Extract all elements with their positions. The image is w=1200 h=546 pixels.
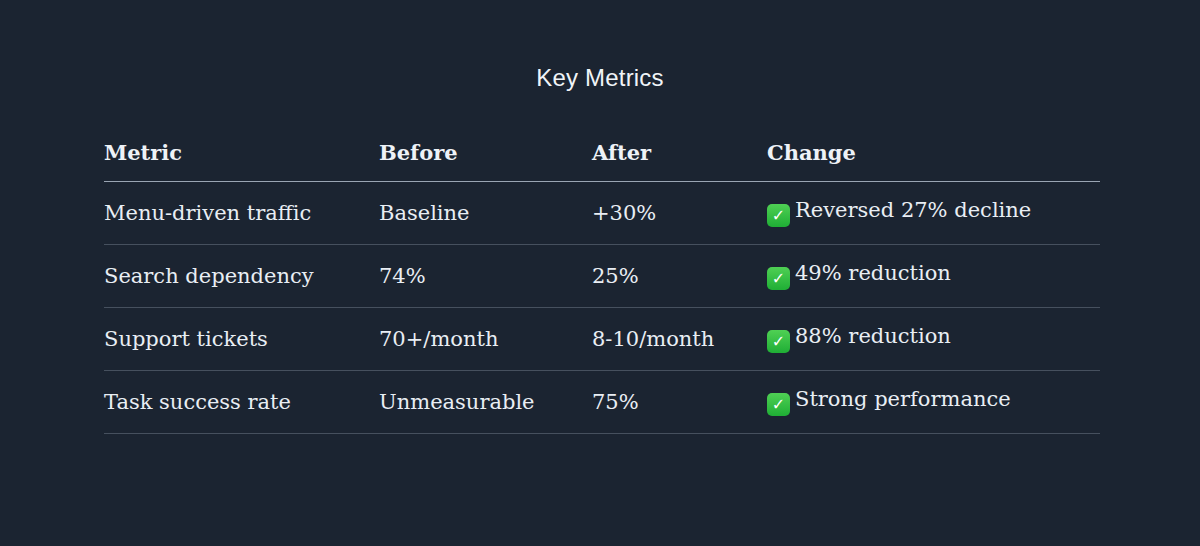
after-cell: +30% <box>592 182 767 245</box>
column-header-after: After <box>592 138 767 182</box>
after-cell: 25% <box>592 245 767 308</box>
column-header-change: Change <box>767 138 1100 182</box>
after-cell: 8-10/month <box>592 308 767 371</box>
change-text: 88% reduction <box>795 324 951 348</box>
change-text: Strong performance <box>795 387 1011 411</box>
change-text: 49% reduction <box>795 261 951 285</box>
table-row: Menu-driven traffic Baseline +30% ✓Rever… <box>104 182 1100 245</box>
check-mark-emoji-icon: ✓ <box>767 330 790 353</box>
metric-cell: Search dependency <box>104 245 379 308</box>
before-cell: 70+/month <box>379 308 592 371</box>
change-cell: ✓49% reduction <box>767 245 1100 308</box>
table-row: Search dependency 74% 25% ✓49% reduction <box>104 245 1100 308</box>
check-mark-emoji-icon: ✓ <box>767 204 790 227</box>
key-metrics-panel: Key Metrics Metric Before After Change M… <box>0 0 1200 546</box>
metric-cell: Support tickets <box>104 308 379 371</box>
after-cell: 75% <box>592 371 767 434</box>
metric-cell: Menu-driven traffic <box>104 182 379 245</box>
change-cell: ✓Reversed 27% decline <box>767 182 1100 245</box>
table-header-row: Metric Before After Change <box>104 138 1100 182</box>
change-cell: ✓Strong performance <box>767 371 1100 434</box>
metric-cell: Task success rate <box>104 371 379 434</box>
table-row: Task success rate Unmeasurable 75% ✓Stro… <box>104 371 1100 434</box>
before-cell: Baseline <box>379 182 592 245</box>
page-title: Key Metrics <box>0 0 1200 92</box>
key-metrics-table: Metric Before After Change Menu-driven t… <box>104 138 1100 434</box>
table-row: Support tickets 70+/month 8-10/month ✓88… <box>104 308 1100 371</box>
before-cell: Unmeasurable <box>379 371 592 434</box>
column-header-metric: Metric <box>104 138 379 182</box>
check-mark-emoji-icon: ✓ <box>767 267 790 290</box>
check-mark-emoji-icon: ✓ <box>767 393 790 416</box>
change-text: Reversed 27% decline <box>795 198 1031 222</box>
before-cell: 74% <box>379 245 592 308</box>
column-header-before: Before <box>379 138 592 182</box>
change-cell: ✓88% reduction <box>767 308 1100 371</box>
